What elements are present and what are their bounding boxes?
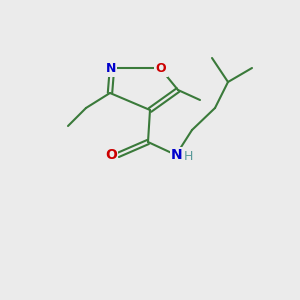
Text: O: O <box>105 148 117 162</box>
Text: O: O <box>156 62 166 76</box>
Text: N: N <box>106 62 116 76</box>
Text: N: N <box>171 148 183 162</box>
Text: H: H <box>183 151 193 164</box>
